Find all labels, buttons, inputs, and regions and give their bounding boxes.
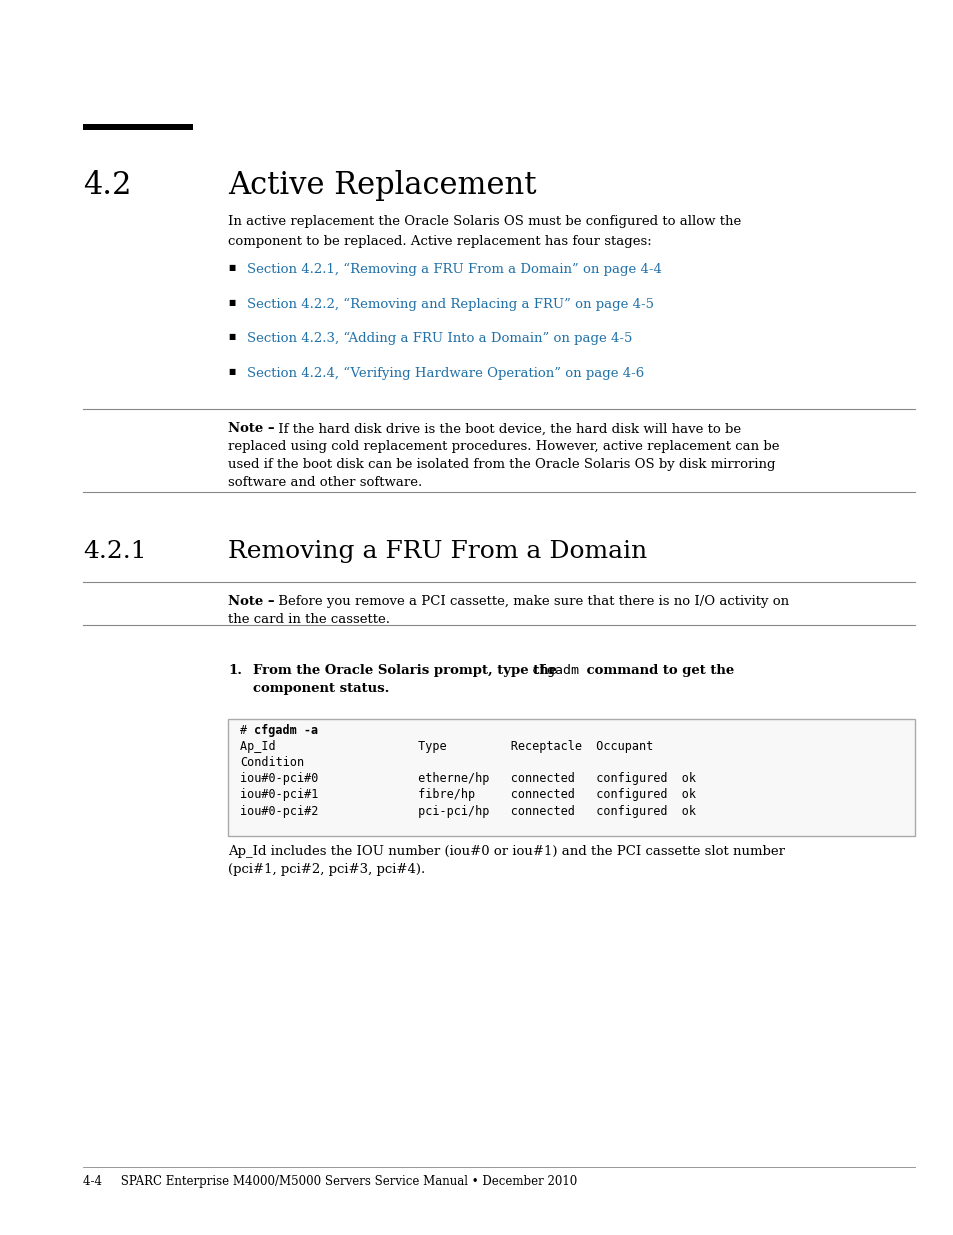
Text: 4.2.1: 4.2.1	[83, 540, 147, 563]
Text: Removing a FRU From a Domain: Removing a FRU From a Domain	[228, 540, 646, 563]
Text: iou#0-pci#1              fibre/hp     connected   configured  ok: iou#0-pci#1 fibre/hp connected configure…	[240, 788, 696, 802]
Text: (pci#1, pci#2, pci#3, pci#4).: (pci#1, pci#2, pci#3, pci#4).	[228, 862, 425, 876]
Text: 1.: 1.	[228, 664, 242, 678]
Text: Section 4.2.4, “Verifying Hardware Operation” on page 4-6: Section 4.2.4, “Verifying Hardware Opera…	[247, 367, 643, 380]
Text: Section 4.2.3, “Adding a FRU Into a Domain” on page 4-5: Section 4.2.3, “Adding a FRU Into a Doma…	[247, 332, 632, 346]
Text: cfgadm -a: cfgadm -a	[253, 724, 317, 737]
Text: iou#0-pci#0              etherne/hp   connected   configured  ok: iou#0-pci#0 etherne/hp connected configu…	[240, 772, 696, 785]
Text: In active replacement the Oracle Solaris OS must be configured to allow the: In active replacement the Oracle Solaris…	[228, 215, 740, 228]
Text: ■: ■	[228, 367, 235, 375]
Text: #: #	[240, 724, 254, 737]
Text: Condition: Condition	[240, 756, 304, 769]
Text: Section 4.2.2, “Removing and Replacing a FRU” on page 4-5: Section 4.2.2, “Removing and Replacing a…	[247, 298, 654, 311]
Text: Note –: Note –	[228, 595, 274, 609]
Text: command to get the: command to get the	[581, 664, 733, 678]
Text: If the hard disk drive is the boot device, the hard disk will have to be: If the hard disk drive is the boot devic…	[274, 422, 740, 436]
Text: From the Oracle Solaris prompt, type the: From the Oracle Solaris prompt, type the	[253, 664, 561, 678]
Text: replaced using cold replacement procedures. However, active replacement can be: replaced using cold replacement procedur…	[228, 440, 779, 453]
Text: 4.2: 4.2	[83, 170, 132, 201]
Text: the card in the cassette.: the card in the cassette.	[228, 614, 390, 626]
Text: ■: ■	[228, 298, 235, 306]
Text: iou#0-pci#2              pci-pci/hp   connected   configured  ok: iou#0-pci#2 pci-pci/hp connected configu…	[240, 804, 696, 818]
FancyBboxPatch shape	[228, 719, 914, 836]
Text: component to be replaced. Active replacement has four stages:: component to be replaced. Active replace…	[228, 235, 651, 248]
Text: Ap_Id includes the IOU number (iou#0 or iou#1) and the PCI cassette slot number: Ap_Id includes the IOU number (iou#0 or …	[228, 845, 784, 858]
Text: ■: ■	[228, 263, 235, 272]
Text: cfgadm: cfgadm	[531, 664, 579, 678]
Text: 4-4     SPARC Enterprise M4000/M5000 Servers Service Manual • December 2010: 4-4 SPARC Enterprise M4000/M5000 Servers…	[83, 1174, 577, 1188]
Text: ■: ■	[228, 332, 235, 341]
Text: Active Replacement: Active Replacement	[228, 170, 536, 201]
Text: Before you remove a PCI cassette, make sure that there is no I/O activity on: Before you remove a PCI cassette, make s…	[274, 595, 788, 609]
Text: Note –: Note –	[228, 422, 274, 436]
Text: Section 4.2.1, “Removing a FRU From a Domain” on page 4-4: Section 4.2.1, “Removing a FRU From a Do…	[247, 263, 661, 277]
Bar	[83, 125, 193, 130]
Text: component status.: component status.	[253, 682, 389, 695]
Text: software and other software.: software and other software.	[228, 475, 422, 489]
Text: used if the boot disk can be isolated from the Oracle Solaris OS by disk mirrori: used if the boot disk can be isolated fr…	[228, 458, 775, 472]
Text: Ap_Id                    Type         Receptacle  Occupant: Ap_Id Type Receptacle Occupant	[240, 740, 653, 753]
